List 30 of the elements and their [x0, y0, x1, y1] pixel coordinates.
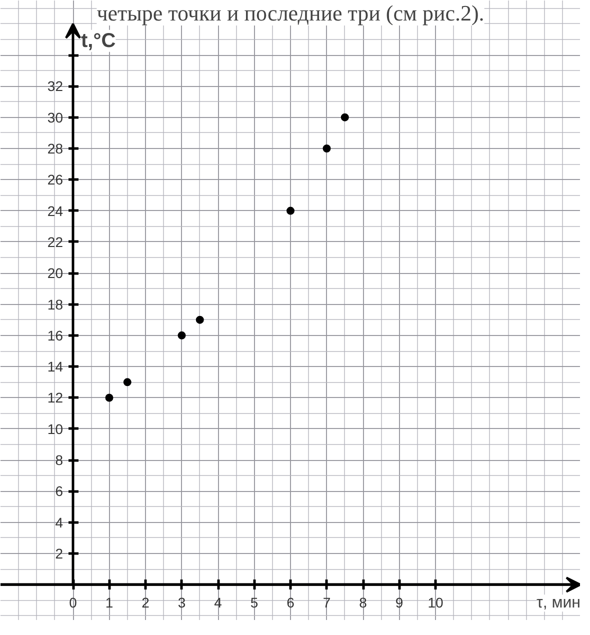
- x-axis-title: τ, мин: [536, 594, 580, 612]
- y-tick-label: 26: [47, 172, 64, 188]
- y-tick-label: 24: [47, 202, 64, 219]
- annotation: четыре точки и последние три (см рис.2).: [96, 0, 484, 26]
- x-tick-label: 4: [214, 594, 222, 611]
- y-tick-label: 14: [47, 358, 64, 375]
- y-tick-label: 2: [55, 546, 64, 562]
- y-tick-label: 16: [47, 327, 64, 344]
- x-tick-label: 10: [428, 594, 444, 611]
- y-tick-label: 4: [55, 514, 64, 530]
- x-tick-label: 1: [105, 594, 114, 611]
- y-tick-label: 30: [47, 109, 64, 126]
- y-tick-label: 28: [47, 140, 64, 156]
- y-tick-label: 20: [47, 265, 64, 282]
- y-tick-label: 8: [55, 452, 64, 468]
- y-tick-label: 22: [47, 234, 64, 250]
- y-tick-label: 6: [55, 483, 64, 500]
- x-tick-label: 6: [286, 594, 295, 611]
- y-axis-title: t,°C: [81, 30, 116, 52]
- x-tick-label: 2: [142, 594, 150, 611]
- y-tick-label: 12: [47, 390, 64, 406]
- x-tick-label: 3: [178, 594, 186, 611]
- x-tick-label: 8: [359, 594, 368, 611]
- x-tick-label: 9: [395, 594, 404, 611]
- y-tick-label: 32: [47, 78, 64, 94]
- y-tick-label: 10: [47, 420, 64, 437]
- x-tick-label: 0: [69, 594, 78, 611]
- y-tick-label: 18: [47, 296, 64, 312]
- x-tick-label: 7: [322, 594, 331, 611]
- x-tick-label: 5: [250, 594, 258, 611]
